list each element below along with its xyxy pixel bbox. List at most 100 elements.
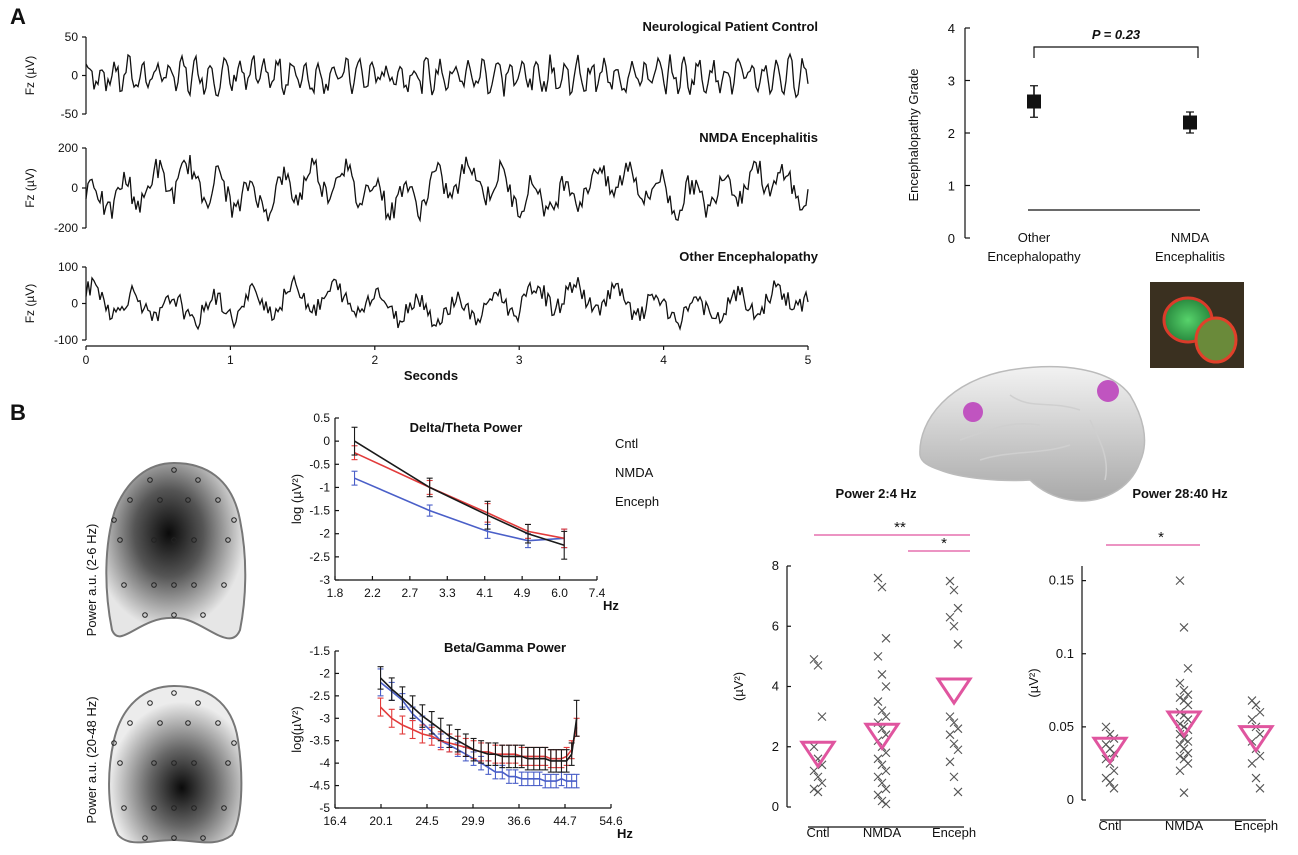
- scatter-category-label: NMDA: [863, 825, 902, 840]
- electrode-dot: [121, 805, 127, 811]
- data-point-x-mark: [881, 682, 891, 691]
- data-point-x-mark: [1255, 751, 1265, 761]
- electrode-dot: [171, 760, 177, 766]
- eeg-x-tick-label: 1: [227, 353, 234, 367]
- topomap-delta: Power a.u. (2-6 Hz): [84, 461, 247, 640]
- electrode-dot: [171, 582, 177, 588]
- data-point-x-mark: [949, 772, 959, 782]
- series-line-enceph: [354, 440, 565, 547]
- scatter-y-tick-label: 0.05: [1049, 719, 1074, 734]
- data-point-x-mark: [873, 790, 883, 800]
- electrode-dot: [191, 537, 197, 543]
- data-point-x-mark: [1101, 722, 1111, 732]
- scatter-category-label: Enceph: [932, 825, 976, 840]
- data-point-x-mark: [1175, 576, 1185, 586]
- grade-y-tick-label: 0: [948, 231, 955, 246]
- line-y-tick-label: -2.5: [309, 550, 330, 564]
- electrode-dots-delta: [111, 467, 237, 618]
- line-x-tick-label: 4.9: [514, 586, 531, 600]
- mean-triangle-marker: [1165, 710, 1203, 739]
- data-point-x-mark: [873, 772, 883, 782]
- eeg-x-tick-label: 3: [516, 353, 523, 367]
- electrode-dot: [171, 835, 177, 841]
- scatter-y-axis-label: (µV²): [1026, 668, 1041, 697]
- electrode-dot: [200, 835, 206, 841]
- data-point-x-mark: [1179, 623, 1189, 632]
- data-point-x-mark: [877, 724, 887, 734]
- line-x-tick-label: 44.7: [553, 814, 577, 828]
- eeg-y-tick-label: -50: [61, 107, 79, 121]
- electrode-dot: [225, 760, 231, 766]
- data-point-x-mark: [953, 745, 963, 755]
- electrode-dot: [185, 497, 191, 503]
- scatter-y-tick-label: 0.1: [1056, 646, 1074, 661]
- scatter-y-tick-label: 0: [772, 799, 779, 814]
- line-x-tick-label: 24.5: [415, 814, 439, 828]
- eeg-y-tick-label: -100: [54, 333, 78, 347]
- line-y-axis-label: log(µV²): [289, 706, 304, 753]
- data-point-x-mark: [809, 766, 819, 776]
- eeg-y-axis-label: Fz (µV): [23, 56, 37, 96]
- electrode-dot: [117, 537, 123, 543]
- data-point-x-mark: [1183, 663, 1193, 673]
- electrode-dot: [157, 497, 163, 503]
- data-point-x-mark: [817, 778, 827, 788]
- data-point-x-mark: [953, 724, 963, 734]
- scatter-title: Power 2:4 Hz: [836, 486, 917, 501]
- electrode-dot: [147, 477, 153, 483]
- data-point-x-mark: [881, 712, 891, 722]
- line-x-tick-label: 4.1: [476, 586, 493, 600]
- grade-category-label: Encephalitis: [1155, 249, 1226, 264]
- data-point-x-mark: [953, 787, 963, 797]
- electrode-dot: [191, 805, 197, 811]
- electrode-dot: [157, 720, 163, 726]
- scalp-outline-beta: [108, 684, 243, 844]
- data-point-x-mark: [881, 748, 891, 758]
- data-point-x-mark: [1255, 783, 1265, 793]
- data-point-x-mark: [873, 651, 883, 661]
- line-x-tick-label: 16.4: [323, 814, 347, 828]
- electrode-dot: [171, 805, 177, 811]
- significance-stars: *: [941, 535, 947, 552]
- line-x-tick-label: 2.7: [402, 586, 419, 600]
- scatter-y-axis-label: (µV²): [731, 672, 746, 701]
- data-point-x-mark: [877, 778, 887, 788]
- eeg-y-tick-label: 100: [58, 260, 78, 274]
- electrode-dot: [171, 467, 177, 473]
- electrode-dot: [142, 612, 148, 618]
- electrode-dot: [127, 497, 133, 503]
- grade-significance-bracket: [1033, 46, 1199, 58]
- data-point-x-mark: [877, 582, 887, 592]
- brain-marker-frontal: [963, 402, 983, 422]
- delta-theta-panel: 0.5 0 -0.5 -1 -1.5 -2 -2.5 -31.8 2.2 2.7 3.3 4.1 4.9…: [289, 411, 659, 613]
- electrode-dot: [151, 582, 157, 588]
- data-point-x-mark: [809, 742, 819, 752]
- line-x-tick-label: 6.0: [551, 586, 568, 600]
- data-point-x-mark: [1109, 766, 1119, 776]
- data-point-x-mark: [1183, 759, 1193, 768]
- line-x-tick-label: 54.6: [599, 814, 623, 828]
- electrode-dot: [151, 537, 157, 543]
- data-point-x-mark: [1175, 751, 1185, 761]
- data-point-x-mark: [953, 639, 963, 649]
- brain-illustration: [919, 365, 1146, 502]
- grade-category-label: NMDA: [1171, 230, 1210, 245]
- data-point-x-mark: [1175, 678, 1185, 688]
- eeg-y-tick-label: 0: [71, 297, 78, 311]
- data-point-x-mark: [1175, 766, 1185, 776]
- data-point-x-mark: [949, 585, 959, 595]
- data-point-x-mark: [945, 757, 955, 767]
- data-point-x-mark: [873, 697, 883, 706]
- line-chart-title: Delta/Theta Power: [410, 420, 523, 435]
- line-y-tick-label: 0.5: [313, 411, 330, 425]
- line-y-tick-label: 0: [323, 434, 330, 448]
- scatter-y-tick-label: 2: [772, 739, 779, 754]
- eeg-x-tick-label: 0: [83, 353, 90, 367]
- electrode-dot: [200, 612, 206, 618]
- electrode-dot: [221, 582, 227, 588]
- panel-label-b: B: [10, 400, 26, 425]
- line-x-tick-label: 7.4: [589, 586, 606, 600]
- scatter-category-label: NMDA: [1165, 818, 1204, 833]
- data-point-x-mark: [945, 612, 955, 622]
- data-point-x-mark: [1183, 690, 1193, 700]
